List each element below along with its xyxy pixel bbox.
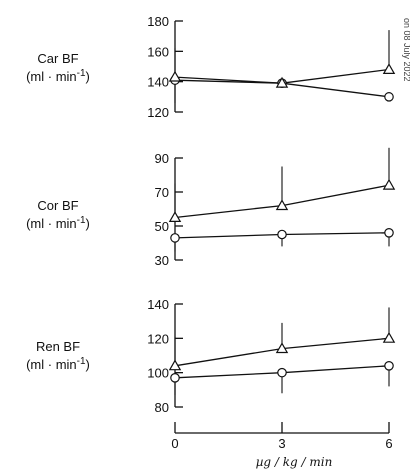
y-tick-label: 80	[155, 400, 169, 415]
panel-1: Car BF (ml · min-1) 120 140 160 180	[26, 14, 396, 120]
data-point-circle	[277, 229, 287, 240]
data-point-triangle	[275, 76, 289, 88]
data-point-triangle	[275, 199, 289, 211]
data-point-triangle	[275, 342, 289, 354]
panel-label-unit: (ml · min-1)	[26, 356, 90, 372]
y-tick-label: 50	[155, 219, 169, 234]
y-tick-label: 180	[147, 14, 169, 29]
x-axis-group: 0 3 6	[171, 422, 393, 451]
panel-label-unit: (ml · min-1)	[26, 215, 90, 231]
data-point-triangle	[168, 211, 182, 222]
x-tick-label: 0	[171, 436, 178, 451]
panel-label-title: Ren BF	[36, 339, 80, 354]
panels-group: Car BF (ml · min-1) 120 140 160 180 Cor BF (ml …	[26, 14, 396, 415]
y-tick-label: 90	[155, 151, 169, 166]
y-tick-label: 140	[147, 297, 169, 312]
data-point-triangle	[382, 331, 396, 343]
x-tick-label: 3	[278, 436, 285, 451]
data-point-circle	[170, 233, 180, 243]
y-tick-label: 30	[155, 253, 169, 268]
panel-2: Cor BF (ml · min-1) 30 50 70 90	[26, 147, 396, 268]
y-tick-label: 160	[147, 44, 169, 59]
panel-label-title: Car BF	[37, 51, 78, 66]
x-axis-label: µg / kg / min	[256, 455, 333, 469]
y-tick-label: 100	[147, 366, 169, 381]
data-point-circle	[277, 367, 287, 378]
margin-note: on 08 July 2022	[402, 18, 410, 82]
data-point-circle	[384, 228, 394, 238]
y-tick-label: 120	[147, 105, 169, 120]
x-tick-label: 6	[385, 436, 392, 451]
y-tick-label: 120	[147, 331, 169, 346]
data-point-circle	[384, 360, 394, 371]
panel-label-unit: (ml · min-1)	[26, 68, 90, 84]
data-point-triangle	[168, 359, 182, 371]
panel-3: Ren BF (ml · min-1) 80 100 120 140	[26, 297, 396, 415]
y-tick-label: 70	[155, 185, 169, 200]
panel-label-title: Cor BF	[37, 198, 78, 213]
data-point-circle	[384, 92, 394, 102]
data-point-circle	[170, 373, 180, 383]
y-tick-label: 140	[147, 75, 169, 90]
data-point-triangle	[382, 63, 396, 75]
data-point-triangle	[382, 178, 396, 190]
data-point-triangle	[168, 70, 182, 82]
